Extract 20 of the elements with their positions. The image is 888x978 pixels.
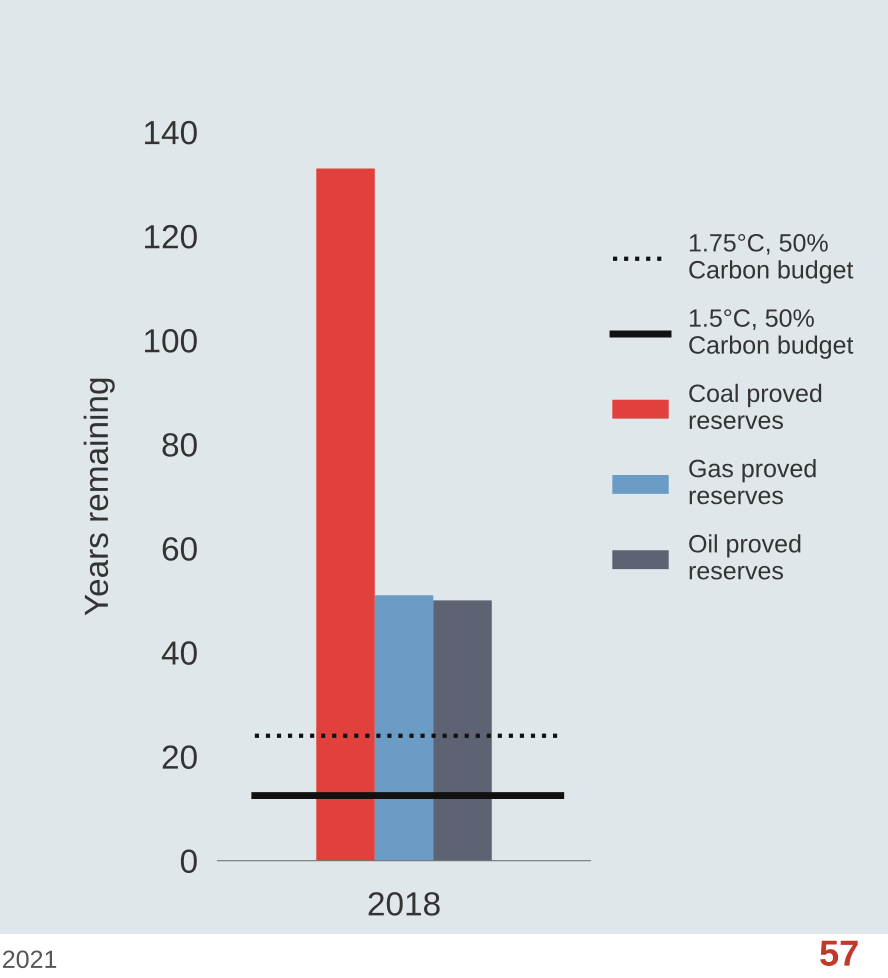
legend-label: 1.75°C, 50% Carbon budget bbox=[689, 234, 854, 284]
y-tick-label: 0 bbox=[180, 849, 197, 874]
y-tick-label: 60 bbox=[162, 537, 197, 561]
y-tick-label: 140 bbox=[145, 120, 197, 144]
text: 57 bbox=[820, 940, 858, 966]
y-axis-title: Years remaining bbox=[84, 378, 115, 616]
legend-label: Coal proved reserves bbox=[689, 384, 822, 430]
y-tick-label: 40 bbox=[162, 641, 197, 665]
text: 2021 bbox=[3, 950, 56, 968]
y-tick-label: 20 bbox=[162, 745, 197, 769]
bar bbox=[433, 600, 492, 861]
legend-label: 1.5°C, 50% Carbon budget bbox=[689, 309, 854, 359]
x-tick-label: 2018 bbox=[368, 892, 440, 916]
y-tick-label: 100 bbox=[145, 329, 197, 353]
legend-label: Oil proved reserves bbox=[689, 534, 800, 580]
bar bbox=[374, 595, 434, 861]
legend-label: Gas proved reserves bbox=[689, 459, 816, 504]
y-tick-label: 80 bbox=[162, 433, 197, 457]
bar bbox=[316, 168, 375, 861]
y-tick-label: 120 bbox=[145, 224, 197, 249]
